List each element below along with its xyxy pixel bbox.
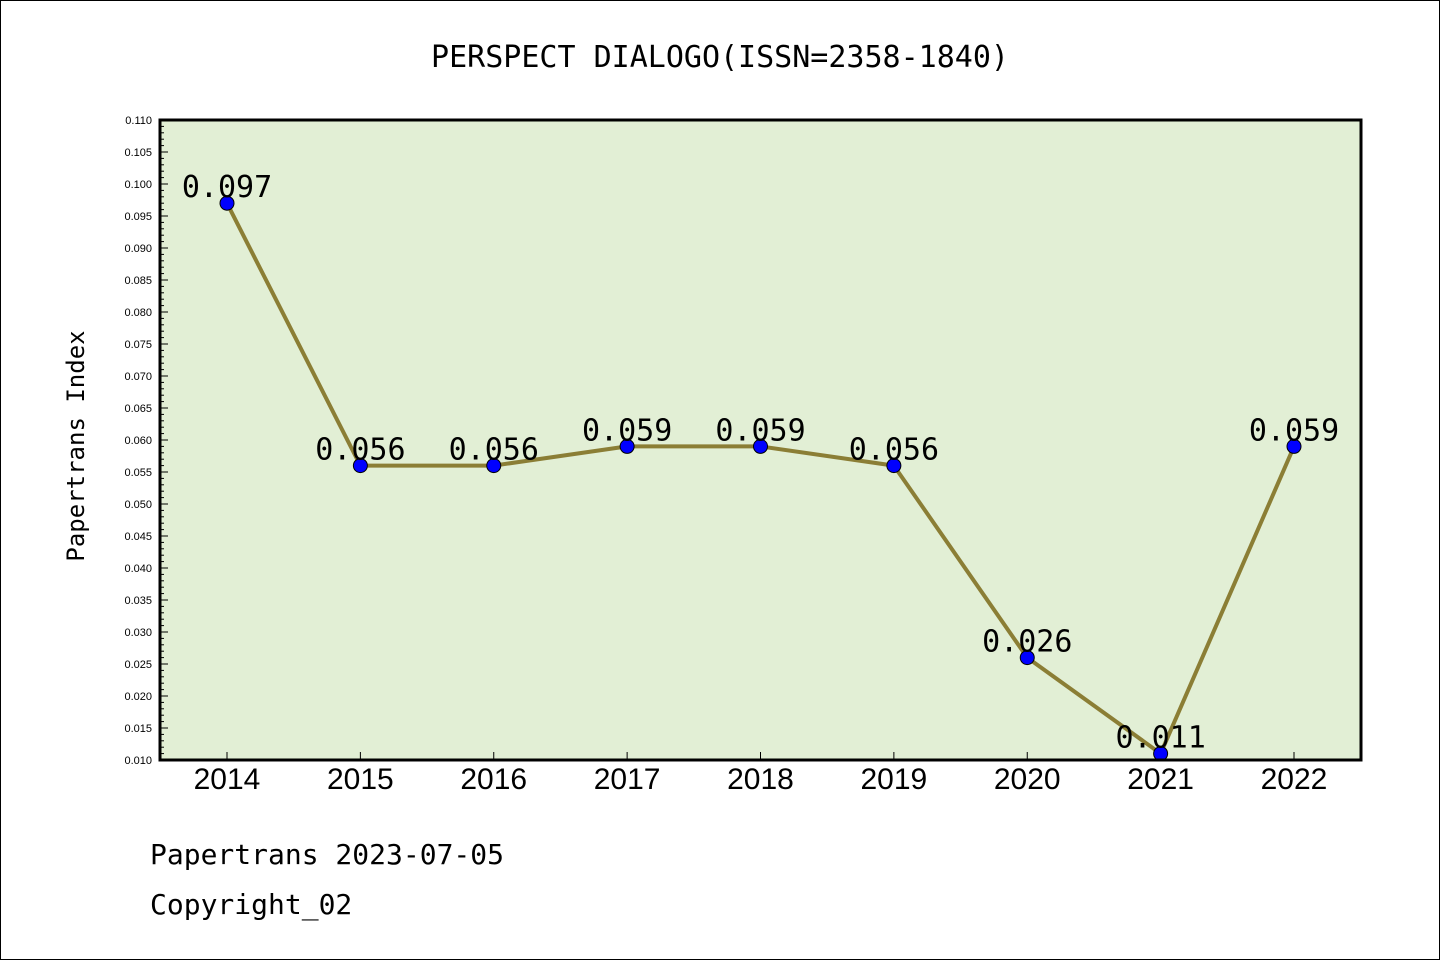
data-point — [1019, 650, 1035, 666]
y-tick-label: 0.100 — [124, 179, 152, 191]
data-point — [619, 438, 635, 454]
y-tick-label: 0.025 — [124, 659, 152, 671]
x-tick-label: 2021 — [1127, 763, 1194, 796]
y-tick-label: 0.040 — [124, 563, 152, 575]
data-labels: 0.097 0.056 0.056 0.059 0.059 0.056 0.026 0.011… — [182, 170, 1339, 755]
y-tick-label: 0.105 — [124, 147, 152, 159]
plot-border — [158, 118, 1363, 762]
y-tick-label: 0.060 — [124, 435, 152, 447]
data-point — [753, 438, 768, 454]
x-tick-label: 2022 — [1261, 763, 1328, 796]
data-label: 0.059 — [1249, 413, 1339, 448]
data-label: 0.026 — [982, 625, 1072, 660]
x-axis: 2014 2015 2016 2017 2018 2019 2020 2021 2022 — [194, 752, 1328, 796]
x-tick-label: 2014 — [194, 763, 261, 796]
y-tick-label: 0.085 — [124, 275, 152, 287]
chart-title: PERSPECT DIALOGO(ISSN=2358-1840) — [431, 40, 1009, 75]
data-point — [886, 458, 902, 474]
y-tick-label: 0.055 — [124, 467, 152, 479]
y-tick-label: 0.030 — [124, 627, 152, 639]
data-point — [1286, 438, 1302, 454]
y-tick-label: 0.075 — [124, 339, 152, 351]
x-tick-label: 2016 — [460, 763, 527, 796]
x-tick-label: 2017 — [594, 763, 661, 796]
y-tick-label: 0.050 — [124, 499, 152, 511]
y-tick-label: 0.110 — [125, 115, 152, 127]
data-point — [219, 195, 235, 211]
data-point — [486, 458, 502, 474]
y-tick-label: 0.020 — [124, 691, 152, 703]
footer-date: Papertrans 2023-07-05 — [150, 838, 504, 871]
x-tick-label: 2015 — [327, 763, 394, 796]
x-tick-label: 2019 — [861, 763, 928, 796]
data-label: 0.059 — [582, 413, 672, 448]
y-tick-label: 0.095 — [124, 211, 152, 223]
x-tick-label: 2018 — [727, 763, 794, 796]
y-tick-label: 0.090 — [124, 243, 152, 255]
y-tick-label: 0.015 — [124, 723, 152, 735]
data-label: 0.056 — [849, 433, 939, 468]
y-tick-label: 0.070 — [124, 371, 152, 383]
data-label: 0.056 — [315, 433, 405, 468]
y-axis-label: Papertrans Index — [62, 330, 90, 561]
y-tick-label: 0.065 — [124, 403, 152, 415]
y-axis: 0.010 0.015 0.020 0.025 0.030 0.035 0.040 0.045… — [124, 115, 168, 767]
data-point — [352, 458, 368, 474]
footer-copyright: Copyright_02 — [150, 888, 352, 922]
y-tick-label: 0.080 — [124, 307, 152, 319]
data-label: 0.059 — [715, 413, 805, 448]
data-label: 0.011 — [1115, 721, 1205, 756]
y-tick-label: 0.045 — [124, 531, 152, 543]
data-label: 0.097 — [182, 170, 272, 205]
data-label: 0.056 — [449, 433, 539, 468]
x-tick-label: 2020 — [994, 763, 1061, 796]
series-group — [219, 195, 1302, 762]
y-tick-label: 0.010 — [124, 755, 152, 767]
y-tick-label: 0.035 — [124, 595, 152, 607]
